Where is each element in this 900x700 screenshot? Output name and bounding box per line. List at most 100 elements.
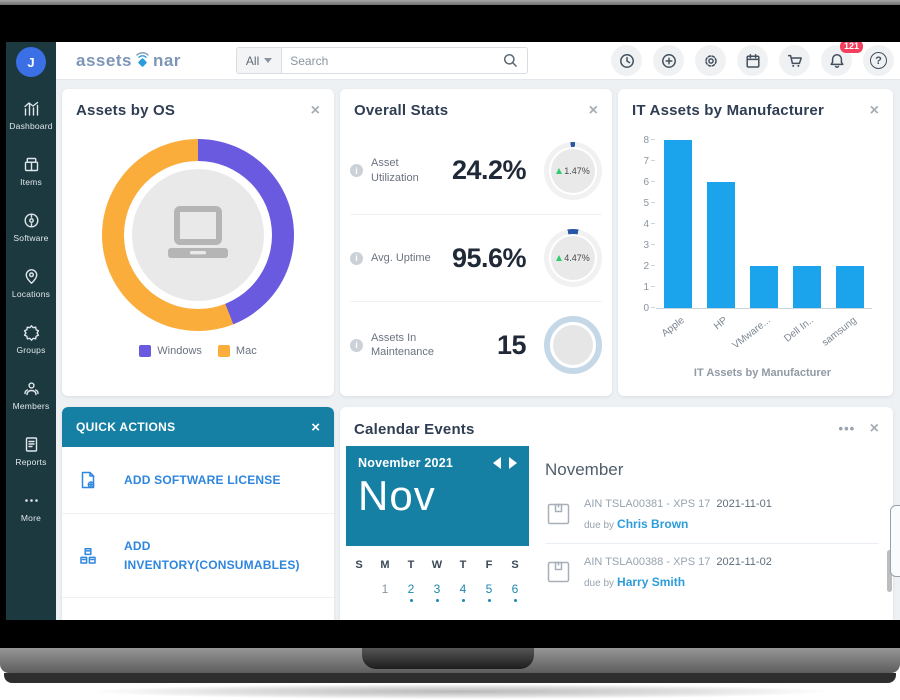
search-button[interactable] (494, 53, 527, 68)
stat-delta: 1.47% (564, 165, 590, 176)
stat-value: 24.2% (451, 155, 527, 185)
stat-gauge: 1.47% (544, 141, 602, 200)
card-it-assets-by-manufacturer: IT Assets by Manufacturer × 8 7 6 5 4 3 2 1 0 App… (618, 89, 893, 396)
event-item[interactable]: AIN TSLA00388 - XPS 17 2021-11-02 due by H… (545, 543, 879, 601)
calendar-date-empty (346, 582, 372, 596)
quick-action-add-software-license[interactable]: ADD SOFTWARE LICENSE (62, 447, 334, 513)
event-item[interactable]: AIN TSLA00381 - XPS 17 2021-11-01 due by C… (545, 492, 879, 543)
sidebar-item-items[interactable]: Items (6, 143, 56, 199)
close-icon[interactable]: × (310, 101, 320, 119)
scroll-panel-edge (890, 505, 900, 577)
sidebar-item-label: Members (12, 400, 50, 411)
avatar[interactable]: J (16, 47, 46, 77)
logo-text-suffix: nar (152, 50, 181, 70)
stat-row-avg-uptime: i Avg. Uptime 95.6% 4.47% (350, 214, 602, 301)
day-header: W (431, 559, 443, 571)
event-person-link[interactable]: Chris Brown (617, 517, 689, 531)
chevron-down-icon (264, 58, 273, 63)
day-header: M (380, 559, 390, 571)
info-icon[interactable]: i (350, 338, 363, 352)
bar-chart: 8 7 6 5 4 3 2 1 0 Apple HP VMware... Dell In.. samsun… (618, 125, 893, 379)
overflow-menu-icon[interactable]: ••• (838, 421, 856, 436)
close-icon[interactable]: × (311, 418, 320, 436)
notifications-button[interactable]: 121 (821, 42, 863, 76)
y-tick-mark (651, 244, 655, 245)
sidebar-item-software[interactable]: Software (6, 199, 56, 255)
calendar-month-short: Nov (358, 472, 436, 519)
bar-Dell In..[interactable] (793, 266, 822, 308)
donut-legend: Windows Mac (62, 345, 334, 357)
info-icon[interactable]: i (350, 251, 363, 265)
stat-value: 95.6% (451, 242, 527, 273)
y-tick-label: 3 (643, 240, 649, 251)
bar-VMware...[interactable] (750, 266, 778, 308)
legend-swatch (139, 345, 152, 357)
y-tick-label: 6 (643, 177, 649, 188)
settings-button[interactable] (695, 45, 726, 76)
calendar-date-2[interactable]: 2 (398, 582, 424, 602)
close-icon[interactable]: × (588, 101, 598, 119)
calendar-icon (745, 53, 760, 68)
notifications-icon (829, 53, 844, 68)
sidebar-item-groups[interactable]: Groups (6, 311, 56, 367)
cart-button[interactable] (779, 45, 810, 76)
scrollbar-thumb[interactable] (887, 550, 892, 592)
info-icon[interactable]: i (350, 164, 363, 177)
next-month-icon[interactable] (509, 457, 517, 469)
sidebar-item-more[interactable]: More (6, 479, 56, 535)
calendar-button[interactable] (737, 45, 768, 76)
close-icon[interactable]: × (869, 101, 879, 119)
sidebar-item-label: Items (20, 176, 42, 187)
topbar-actions: 121 ? (611, 42, 894, 76)
y-tick-mark (651, 139, 655, 140)
sidebar-item-label: More (20, 512, 42, 523)
quick-action-add-inventory[interactable]: ADD INVENTORY(CONSUMABLES) (62, 513, 334, 597)
laptop-base-notch (362, 648, 534, 669)
event-due-prefix: due by (584, 578, 615, 589)
stat-label: Assets In Maintenance (371, 331, 434, 358)
event-person-link[interactable]: Harry Smith (617, 575, 686, 589)
calendar-date-5[interactable]: 5 (476, 582, 502, 602)
sidebar-item-locations[interactable]: Locations (6, 255, 56, 311)
add-button[interactable] (653, 45, 684, 76)
y-tick-mark (651, 181, 655, 182)
donut-hole (124, 161, 272, 309)
bar-samsung[interactable] (836, 266, 865, 308)
legend-item-mac: Mac (217, 345, 257, 357)
search-filter-dropdown[interactable]: All (236, 48, 283, 73)
screen: J Dashboard Items Software Locations Gro… (6, 42, 900, 620)
y-tick-mark (651, 286, 655, 287)
sidebar: J Dashboard Items Software Locations Gro… (6, 42, 56, 620)
event-date: 2021-11-02 (716, 556, 772, 568)
calendar-date-3[interactable]: 3 (424, 582, 450, 602)
search-bar: All (235, 47, 528, 74)
add-icon (661, 53, 676, 68)
history-button[interactable] (611, 45, 642, 76)
sidebar-item-dashboard[interactable]: Dashboard (6, 87, 56, 143)
close-icon[interactable]: × (869, 420, 879, 437)
search-input[interactable] (282, 53, 494, 68)
prev-month-icon[interactable] (493, 457, 501, 469)
inventory-icon (80, 547, 96, 564)
calendar-date-6[interactable]: 6 (502, 582, 528, 602)
sidebar-item-members[interactable]: Members (6, 367, 56, 423)
card-title: Overall Stats (354, 102, 449, 119)
sidebar-item-reports[interactable]: Reports (6, 423, 56, 479)
os-donut[interactable] (102, 139, 294, 331)
chart-caption: IT Assets by Manufacturer (693, 367, 832, 379)
bar-Apple[interactable] (663, 140, 692, 308)
help-button[interactable]: ? (863, 45, 894, 76)
bar-HP[interactable] (706, 182, 735, 308)
logo[interactable]: assets nar (76, 51, 181, 71)
calendar-date-1[interactable]: 1 (381, 582, 389, 596)
y-tick-mark (651, 223, 655, 224)
calendar-date-4[interactable]: 4 (450, 582, 476, 602)
card-quick-actions: QUICK ACTIONS × ADD SOFTWARE LICENSE ADD… (62, 407, 334, 620)
y-tick-mark (651, 265, 655, 266)
card-title: IT Assets by Manufacturer (632, 102, 824, 119)
logo-text-prefix: assets (76, 50, 132, 70)
legend-label: Windows (157, 345, 202, 357)
